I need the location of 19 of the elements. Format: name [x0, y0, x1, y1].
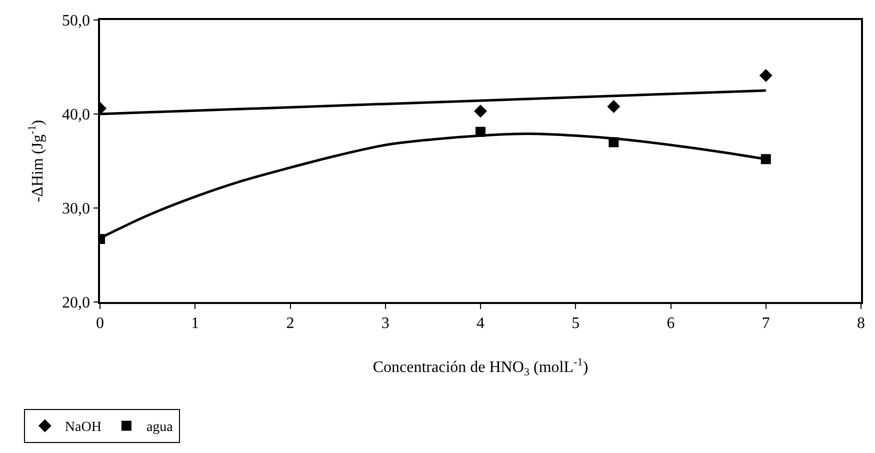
- x-tick-label: 4: [476, 314, 484, 332]
- x-tick-label: 5: [572, 314, 580, 332]
- x-tick-label: 6: [666, 314, 675, 332]
- point: [607, 100, 620, 113]
- y-tick-label: 40,0: [62, 106, 90, 124]
- point: [759, 68, 772, 82]
- y-tick-label: 20,0: [62, 294, 90, 312]
- x-tick-label: 0: [96, 314, 104, 332]
- x-tick-label: 7: [762, 314, 770, 332]
- x-tick-label: 3: [381, 314, 390, 332]
- legend-label: agua: [146, 420, 174, 436]
- y-tick-label: 30,0: [62, 200, 90, 218]
- x-tick-label: 8: [857, 314, 865, 332]
- point: [474, 104, 487, 118]
- x-tick-label: 2: [286, 314, 294, 332]
- legend-label: NaOH: [64, 420, 102, 436]
- x-axis-title: Concentración de HNO$_{3}$ (molL$^{-1}$): [372, 356, 588, 379]
- y-tick-label: 50,0: [62, 12, 90, 30]
- x-tick-label: 1: [191, 314, 200, 332]
